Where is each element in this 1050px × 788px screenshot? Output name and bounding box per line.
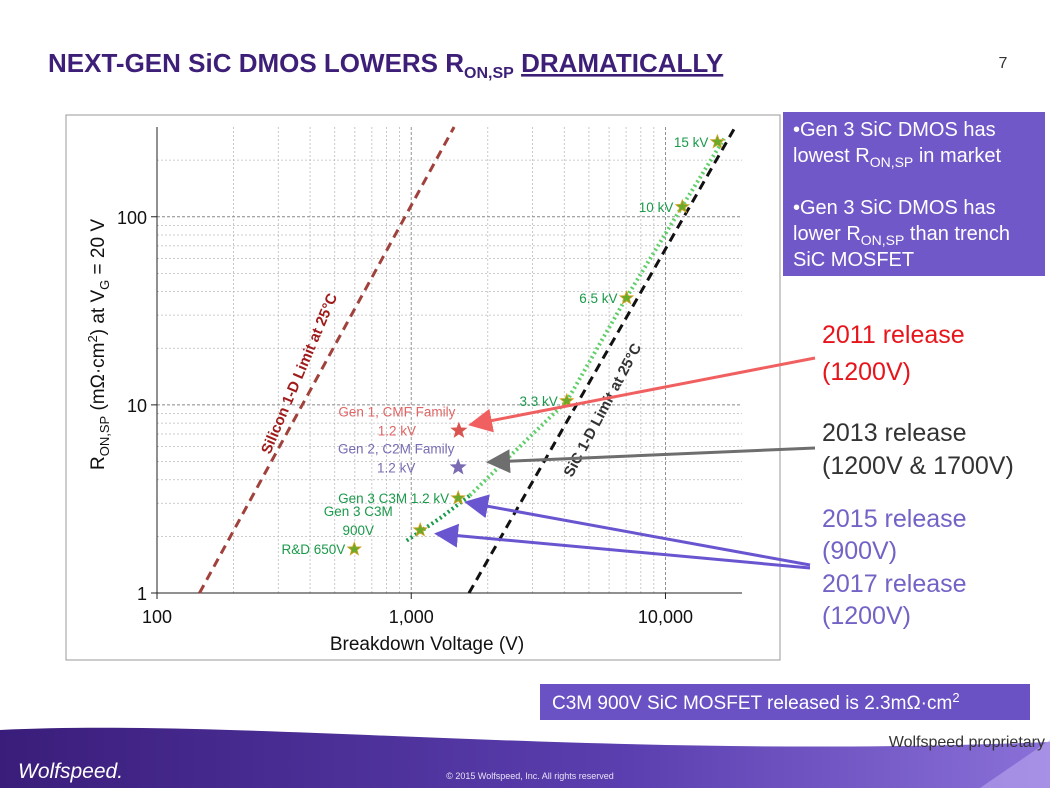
- point-label: 10 kV: [639, 200, 674, 215]
- bullet-text: lowest R: [793, 145, 870, 167]
- bullet-subscript: ON,SP: [861, 232, 905, 248]
- bullet-box: [783, 112, 1045, 276]
- bullet-line: lower RON,SP than trench: [793, 223, 1010, 248]
- bullet-line: lowest RON,SP in market: [793, 145, 1002, 170]
- bullet-subscript: ON,SP: [870, 154, 914, 170]
- star-point: [559, 392, 575, 408]
- point-label: 15 kV: [674, 135, 709, 150]
- point-label: 900V: [342, 523, 374, 538]
- copyright: © 2015 Wolfspeed, Inc. All rights reserv…: [446, 771, 614, 781]
- ylabel-part: (mΩ·cm: [88, 343, 109, 416]
- line-series: [198, 126, 456, 594]
- slide-title: NEXT-GEN SiC DMOS LOWERS RON,SP DRAMATIC…: [48, 48, 723, 82]
- release-text: (1200V): [822, 358, 911, 386]
- star-point: [412, 521, 428, 537]
- point-label: 3.3 kV: [519, 394, 557, 409]
- line-series: [405, 493, 472, 543]
- bullet-text: •Gen 3 SiC DMOS has: [793, 197, 996, 219]
- star-point: [618, 289, 635, 305]
- star-point: [674, 198, 691, 214]
- star-point: [346, 541, 362, 556]
- bullet-text: •Gen 3 SiC DMOS has: [793, 119, 996, 141]
- point-label: 1.2 kV: [378, 424, 416, 439]
- bullet-line: SiC MOSFET: [793, 249, 914, 271]
- ylabel-part: = 20 V: [88, 219, 109, 280]
- arrow: [434, 523, 811, 570]
- footer-band: [0, 727, 1050, 788]
- chart: 100 1,000 10,000 1 10 100 15 kV 10 kV 6.5 kV 3.3 …: [117, 126, 742, 627]
- point-label: 1.2 kV: [377, 460, 415, 475]
- y-axis-label: RON,SP (mΩ·cm2) at VG = 20 V: [85, 219, 112, 470]
- bullet-line: •Gen 3 SiC DMOS has: [793, 119, 996, 141]
- proprietary: Wolfspeed proprietary: [889, 734, 1045, 751]
- point-label: Gen 2, C2M Family: [338, 441, 455, 456]
- point-label: Gen 1, CMF Family: [338, 405, 455, 420]
- star-point: [709, 133, 726, 149]
- release-text: (900V): [822, 537, 897, 565]
- ylabel-part: ) at V: [88, 290, 109, 336]
- ylabel-subscript: ON,SP: [97, 416, 112, 456]
- release-text: 2011 release: [822, 321, 965, 349]
- arrow: [464, 494, 811, 567]
- point-label: Gen 3 C3M: [324, 504, 393, 519]
- bullet-line: •Gen 3 SiC DMOS has: [793, 197, 996, 219]
- bullet-text: than trench: [904, 223, 1010, 245]
- note-superscript: 2: [952, 690, 959, 705]
- release-text: (1200V & 1700V): [822, 452, 1014, 480]
- bullet-text: SiC MOSFET: [793, 249, 914, 271]
- release-text: 2017 release: [822, 570, 967, 598]
- logo: Wolfspeed.: [18, 760, 123, 783]
- x-tick-label: 1,000: [389, 607, 434, 627]
- point-label: R&D 650V: [281, 542, 345, 557]
- y-tick-label: 10: [127, 396, 147, 416]
- star-point: [450, 489, 466, 505]
- ylabel-superscript: 2: [85, 335, 100, 342]
- x-tick-label: 10,000: [638, 607, 693, 627]
- release-text: 2015 release: [822, 505, 967, 533]
- note: C3M 900V SiC MOSFET released is 2.3mΩ·cm…: [552, 690, 960, 714]
- point-label: Gen 3 C3M 1.2 kV: [338, 491, 449, 506]
- x-axis-label: Breakdown Voltage (V): [330, 634, 524, 655]
- title-part: DRAMATICALLY: [521, 48, 723, 78]
- note-box: [540, 684, 1030, 720]
- point-label: 6.5 kV: [579, 291, 617, 306]
- x-tick-label: 100: [142, 607, 172, 627]
- star-point: [449, 458, 467, 475]
- footer-accent: [980, 740, 1050, 788]
- arrow: [468, 356, 816, 433]
- chart-frame: [65, 114, 781, 661]
- y-tick-label: 100: [117, 208, 147, 228]
- ylabel-subscript: G: [97, 280, 112, 290]
- release-text: (1200V): [822, 602, 911, 630]
- release-text: 2013 release: [822, 419, 967, 447]
- arrow: [486, 446, 816, 474]
- star-point: [450, 421, 468, 438]
- page-number: 7: [999, 55, 1008, 72]
- bullet-text: lower R: [793, 223, 861, 245]
- y-tick-label: 1: [137, 584, 147, 604]
- title-space: [514, 48, 521, 78]
- title-part: NEXT-GEN SiC DMOS LOWERS R: [48, 48, 464, 78]
- title-subscript: ON,SP: [464, 65, 514, 82]
- note-text: C3M 900V SiC MOSFET released is 2.3mΩ·cm: [552, 693, 952, 714]
- ylabel-part: R: [88, 456, 109, 470]
- bullet-text: in market: [913, 145, 1001, 167]
